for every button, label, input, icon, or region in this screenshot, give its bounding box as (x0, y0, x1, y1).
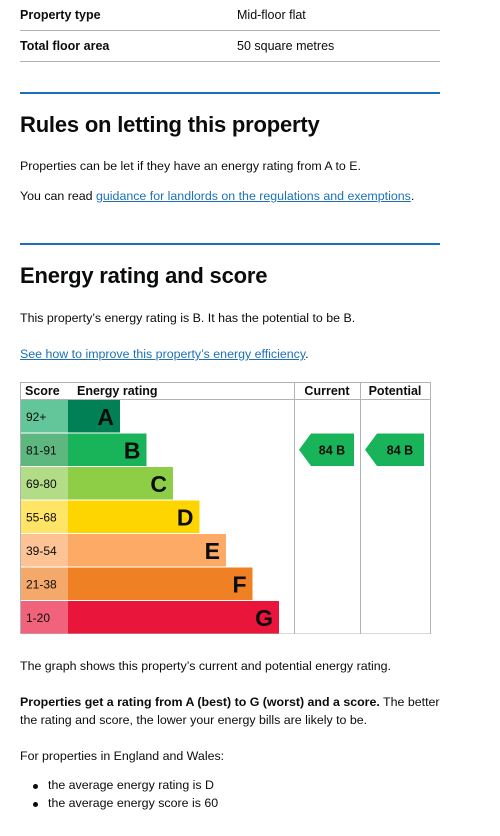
average-list: the average energy rating is D the avera… (32, 777, 218, 813)
potential-rating-arrow (365, 433, 424, 466)
score-cell-d (21, 500, 68, 533)
score-label-b: 81-91 (26, 443, 57, 457)
score-label-a: 92+ (26, 410, 46, 424)
header-potential: Potential (369, 384, 422, 398)
header-current: Current (304, 384, 350, 398)
band-bar-c (68, 467, 173, 500)
improve-line: See how to improve this property’s energ… (20, 345, 440, 363)
list-item: the average energy rating is D (32, 777, 218, 795)
score-label-f: 21-38 (26, 577, 57, 591)
band-letter-c: C (150, 471, 167, 497)
band-letter-g: G (255, 605, 273, 631)
score-cell-a (21, 400, 68, 433)
energy-rating-chart: 92+ A81-91 B69-80 C55-68 D39-54 E21-38 F1-20 G … (20, 382, 431, 634)
band-bar-a (68, 400, 120, 433)
band-bar-b (68, 433, 147, 466)
band-letter-d: D (177, 504, 194, 530)
property-summary: Property type Mid-floor flat Total floor… (20, 0, 440, 62)
letting-read-suffix: . (410, 189, 415, 203)
rating-explanation-bold: Properties get a rating from A (best) to… (20, 695, 380, 709)
summary-key: Property type (20, 8, 101, 22)
score-cell-g (21, 601, 68, 634)
potential-rating-label: 84 B (387, 443, 413, 457)
summary-value: 50 square metres (237, 39, 335, 53)
score-label-d: 55-68 (26, 510, 57, 524)
list-item: the average energy score is 60 (32, 795, 218, 813)
band-bar-d (68, 500, 200, 533)
summary-value: Mid-floor flat (237, 8, 306, 22)
score-cell-e (21, 534, 68, 567)
section-divider (20, 92, 440, 94)
section-divider (20, 243, 440, 245)
letting-guidance: You can read guidance for landlords on t… (20, 187, 440, 205)
improve-efficiency-link[interactable]: See how to improve this property’s energ… (20, 347, 306, 361)
summary-key: Total floor area (20, 39, 110, 53)
letting-heading: Rules on letting this property (20, 112, 320, 137)
header-energy-rating: Energy rating (77, 384, 158, 398)
letting-text: Properties can be let if they have an en… (20, 159, 361, 173)
score-label-c: 69-80 (26, 477, 57, 491)
band-bar-e (68, 534, 226, 567)
current-rating-arrow (299, 433, 354, 466)
rating-explanation-rest: The better the rating and score, the low… (20, 695, 440, 727)
score-cell-c (21, 467, 68, 500)
band-letter-e: E (205, 538, 220, 564)
current-rating-label: 84 B (319, 443, 345, 457)
score-cell-b (21, 433, 68, 466)
landlord-guidance-link[interactable]: guidance for landlords on the regulation… (96, 189, 411, 203)
graph-caption: The graph shows this property’s current … (20, 659, 392, 673)
average-intro: For properties in England and Wales: (20, 749, 225, 763)
score-label-g: 1-20 (26, 611, 50, 625)
energy-rating-text: This property’s energy rating is B. It h… (20, 311, 356, 325)
energy-heading: Energy rating and score (20, 263, 268, 288)
summary-row-property-type: Property type Mid-floor flat (20, 0, 440, 31)
band-letter-a: A (97, 404, 114, 430)
band-letter-f: F (232, 571, 246, 597)
chart-border (20, 382, 431, 634)
letting-read-prefix: You can read (20, 189, 97, 203)
score-label-e: 39-54 (26, 544, 57, 558)
band-letter-b: B (124, 437, 141, 463)
improve-suffix: . (305, 347, 309, 361)
band-bar-f (68, 567, 253, 600)
header-score: Score (25, 384, 60, 398)
score-cell-f (21, 567, 68, 600)
rating-explanation: Properties get a rating from A (best) to… (20, 693, 440, 729)
band-bar-g (68, 601, 279, 634)
summary-row-floor-area: Total floor area 50 square metres (20, 31, 440, 62)
